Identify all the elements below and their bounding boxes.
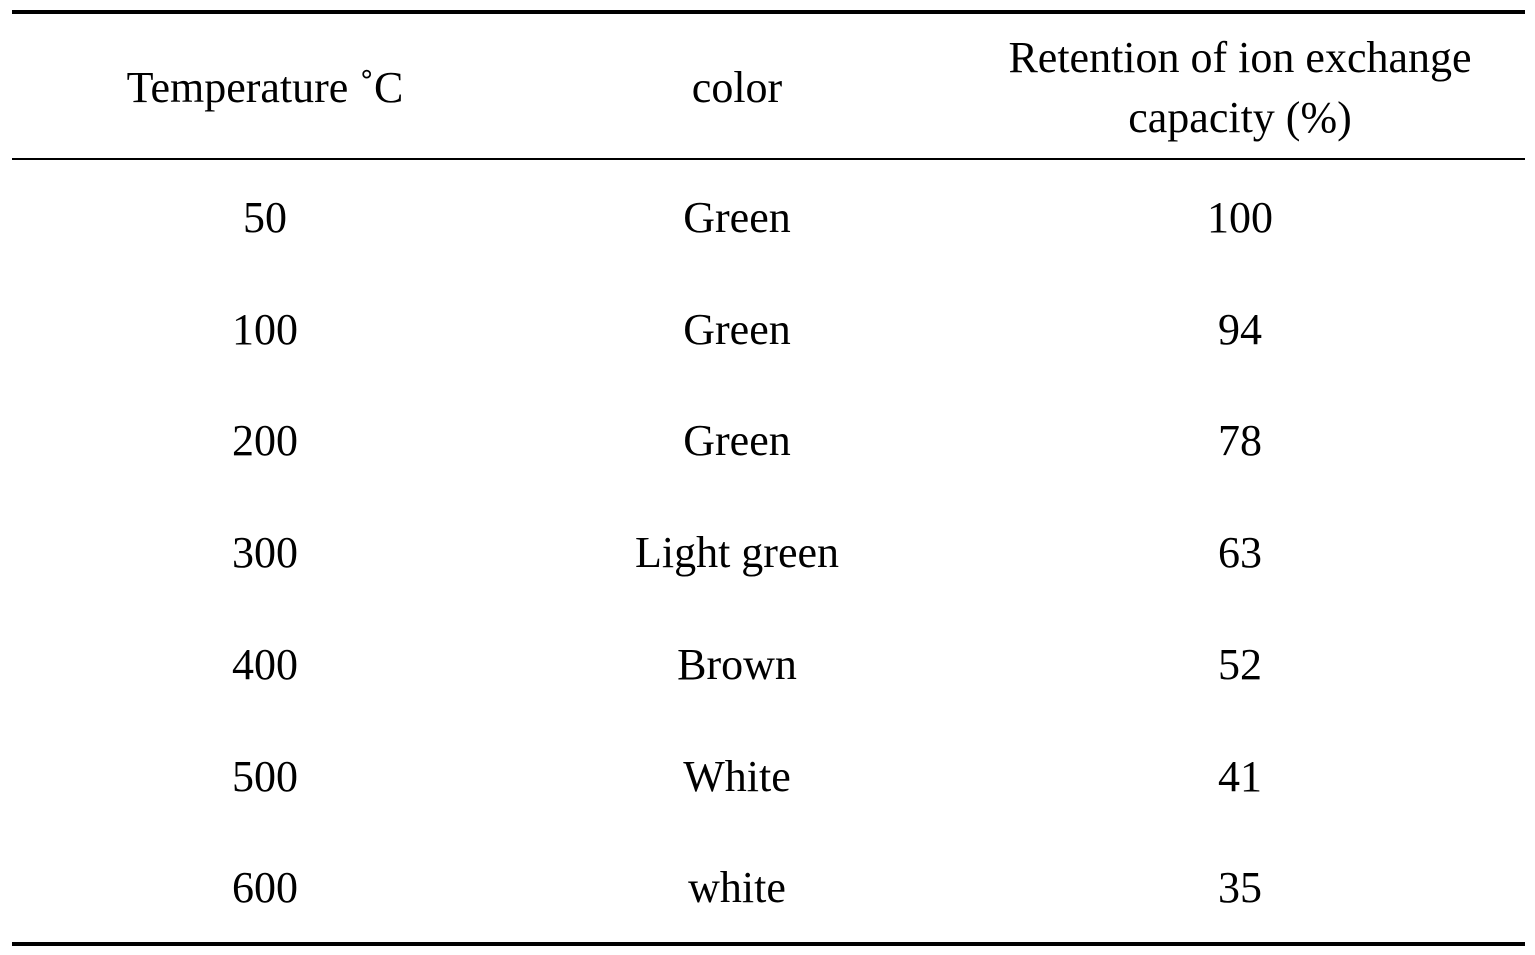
table-cell: 78 <box>1218 416 1262 466</box>
table-cell: Brown <box>677 639 797 689</box>
table-cell: 300 <box>232 528 298 578</box>
table-cell: Green <box>683 304 791 354</box>
table-cell: 94 <box>1218 304 1262 354</box>
table-cell: White <box>683 751 791 801</box>
table-cell: 100 <box>232 304 298 354</box>
table-cell: Light green <box>634 528 840 578</box>
table-cell: 50 <box>243 193 287 242</box>
table-cell: Green <box>683 193 791 242</box>
table-cell: 100 <box>1207 193 1273 242</box>
table-cell: white <box>688 863 786 913</box>
table-cell: 400 <box>232 639 298 689</box>
table-cell: 200 <box>232 416 298 466</box>
header-cell: color <box>691 63 783 112</box>
table-cell: 52 <box>1218 639 1262 689</box>
header-cell: Temperature ˚C <box>126 63 404 112</box>
table-cell: 500 <box>232 751 298 801</box>
table-cell: 600 <box>232 863 298 913</box>
table-cell: 41 <box>1218 751 1262 801</box>
bottom-rule <box>12 942 1525 946</box>
table-cell: 63 <box>1218 528 1262 578</box>
header-rule <box>12 158 1525 160</box>
header-cell: Retention of ion exchange capacity (%) <box>1008 33 1472 142</box>
top-rule <box>12 10 1525 14</box>
table-cell: Green <box>683 416 791 466</box>
table-cell: 35 <box>1218 863 1262 913</box>
